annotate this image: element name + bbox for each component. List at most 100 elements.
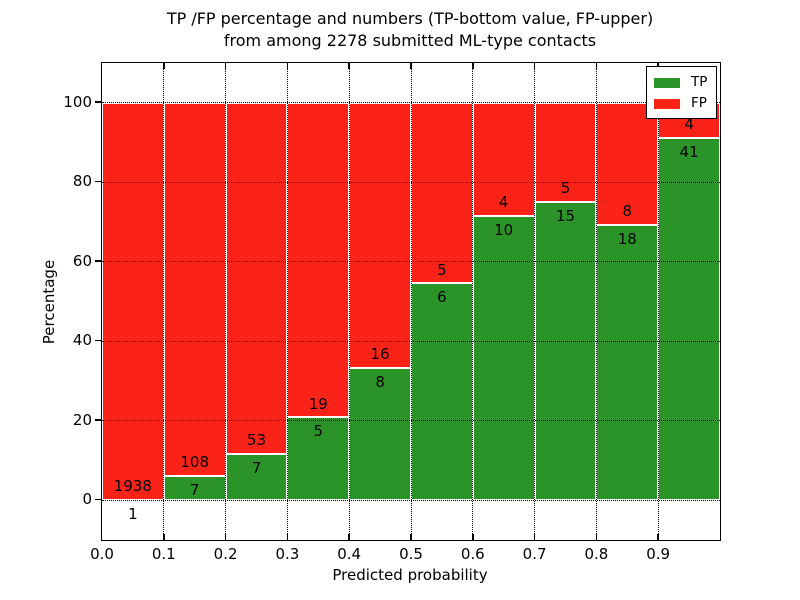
gridline-horizontal bbox=[102, 181, 720, 183]
y-tick-mark bbox=[95, 339, 101, 341]
y-axis-title: Percentage bbox=[40, 259, 58, 345]
y-tick-label: 60 bbox=[72, 251, 92, 270]
tp-count-label: 1 bbox=[128, 504, 138, 523]
chart-title-line-1: TP /FP percentage and numbers (TP-bottom… bbox=[166, 9, 654, 28]
gridline-vertical bbox=[348, 63, 350, 540]
gridline-vertical bbox=[595, 63, 597, 540]
tp-count-label: 8 bbox=[375, 372, 385, 391]
fp-color-swatch bbox=[654, 98, 680, 109]
bar-tp-5 bbox=[411, 283, 473, 501]
x-tick-mark bbox=[410, 63, 412, 69]
y-tick-label: 20 bbox=[72, 410, 92, 429]
gridline-horizontal bbox=[102, 420, 720, 422]
legend-entry-fp: FP bbox=[654, 93, 714, 114]
tp-count-label: 18 bbox=[617, 229, 637, 248]
fp-count-label: 4 bbox=[498, 193, 509, 212]
x-tick-label: 0.9 bbox=[646, 545, 671, 563]
fp-count-label: 5 bbox=[560, 179, 571, 198]
x-tick-mark bbox=[163, 534, 165, 540]
gridline-vertical bbox=[472, 63, 474, 540]
fp-count-label: 19 bbox=[308, 394, 328, 413]
plot-area: 1938 1 108 7 53 7 19 5 16 8 5 6 4 10 5 15 8 18 4 41 bbox=[101, 62, 721, 541]
legend-label-fp: FP bbox=[691, 95, 707, 111]
gridline-horizontal bbox=[102, 499, 720, 501]
x-tick-label: 0.5 bbox=[399, 545, 423, 563]
x-tick-mark bbox=[595, 534, 598, 540]
x-tick-mark bbox=[224, 534, 227, 540]
x-tick-label: 0.7 bbox=[522, 545, 547, 563]
gridline-vertical bbox=[225, 63, 227, 540]
y-tick-mark bbox=[95, 260, 101, 262]
bar-fp-8 bbox=[596, 102, 659, 226]
fp-count-label: 16 bbox=[370, 344, 390, 363]
x-tick-label: 0.0 bbox=[90, 545, 114, 563]
tp-count-label: 7 bbox=[251, 458, 262, 477]
bar-fp-4 bbox=[349, 102, 411, 368]
tp-count-label: 7 bbox=[189, 480, 200, 499]
gridline-vertical bbox=[534, 63, 536, 540]
chart-title: TP /FP percentage and numbers (TP-bottom… bbox=[110, 8, 710, 52]
tp-count-label: 6 bbox=[437, 288, 447, 307]
legend-entry-tp: TP bbox=[654, 72, 714, 93]
bar-fp-7 bbox=[534, 102, 597, 203]
y-tick-mark bbox=[95, 498, 101, 500]
y-tick-label: 100 bbox=[63, 92, 92, 111]
x-axis-title: Predicted probability bbox=[332, 566, 488, 584]
bar-tp-6 bbox=[472, 216, 535, 501]
gridline-vertical bbox=[163, 63, 165, 540]
x-tick-mark bbox=[472, 63, 474, 69]
tp-count-label: 10 bbox=[494, 221, 514, 240]
tp-count-label: 5 bbox=[313, 422, 324, 441]
x-tick-label: 0.4 bbox=[337, 545, 362, 563]
bar-fp-2 bbox=[225, 102, 288, 454]
legend-label-tp: TP bbox=[691, 74, 708, 90]
legend: TP FP bbox=[646, 66, 717, 119]
y-tick-label: 80 bbox=[72, 172, 92, 191]
gridline-vertical bbox=[286, 63, 288, 540]
y-tick-mark bbox=[95, 180, 101, 182]
x-tick-label: 0.2 bbox=[213, 545, 238, 563]
y-tick-label: 40 bbox=[72, 331, 92, 350]
y-tick-label: 0 bbox=[82, 490, 92, 509]
x-tick-label: 0.1 bbox=[151, 545, 176, 563]
x-tick-label: 0.6 bbox=[460, 545, 485, 563]
x-tick-label: 0.3 bbox=[275, 545, 300, 563]
tp-color-swatch bbox=[654, 77, 680, 88]
x-tick-label: 0.8 bbox=[584, 545, 609, 563]
gridline-vertical bbox=[410, 63, 412, 540]
x-tick-mark bbox=[657, 534, 659, 540]
bar-tp-7 bbox=[534, 202, 597, 501]
x-tick-mark bbox=[224, 63, 227, 69]
x-tick-mark bbox=[348, 63, 350, 69]
fp-count-label: 5 bbox=[437, 260, 447, 279]
x-tick-mark bbox=[286, 63, 289, 69]
y-tick-mark bbox=[95, 419, 101, 421]
x-tick-mark bbox=[533, 534, 536, 540]
x-tick-mark bbox=[533, 63, 536, 69]
gridline-horizontal bbox=[102, 340, 720, 342]
gridline-horizontal bbox=[102, 102, 720, 104]
x-tick-mark bbox=[595, 63, 598, 69]
bar-tp-8 bbox=[596, 225, 659, 501]
y-tick-mark bbox=[95, 101, 101, 103]
gridline-vertical bbox=[657, 63, 659, 540]
gridline-horizontal bbox=[102, 261, 720, 263]
fp-count-label: 4 bbox=[684, 115, 694, 134]
x-tick-mark bbox=[286, 534, 289, 540]
x-tick-mark bbox=[410, 534, 412, 540]
tp-count-label: 15 bbox=[555, 207, 576, 226]
x-tick-mark bbox=[472, 534, 474, 540]
bar-fp-3 bbox=[287, 102, 350, 418]
tp-count-label: 41 bbox=[679, 142, 699, 161]
bar-fp-6 bbox=[472, 102, 535, 217]
fp-count-label: 1938 bbox=[113, 477, 152, 496]
bar-fp-0 bbox=[102, 102, 164, 501]
fp-count-label: 53 bbox=[246, 430, 267, 449]
bar-tp-9 bbox=[658, 138, 720, 501]
x-tick-mark bbox=[348, 534, 350, 540]
fp-count-label: 8 bbox=[622, 202, 633, 221]
fp-count-label: 108 bbox=[180, 453, 209, 472]
x-tick-mark bbox=[163, 63, 165, 69]
bar-fp-5 bbox=[411, 102, 473, 284]
